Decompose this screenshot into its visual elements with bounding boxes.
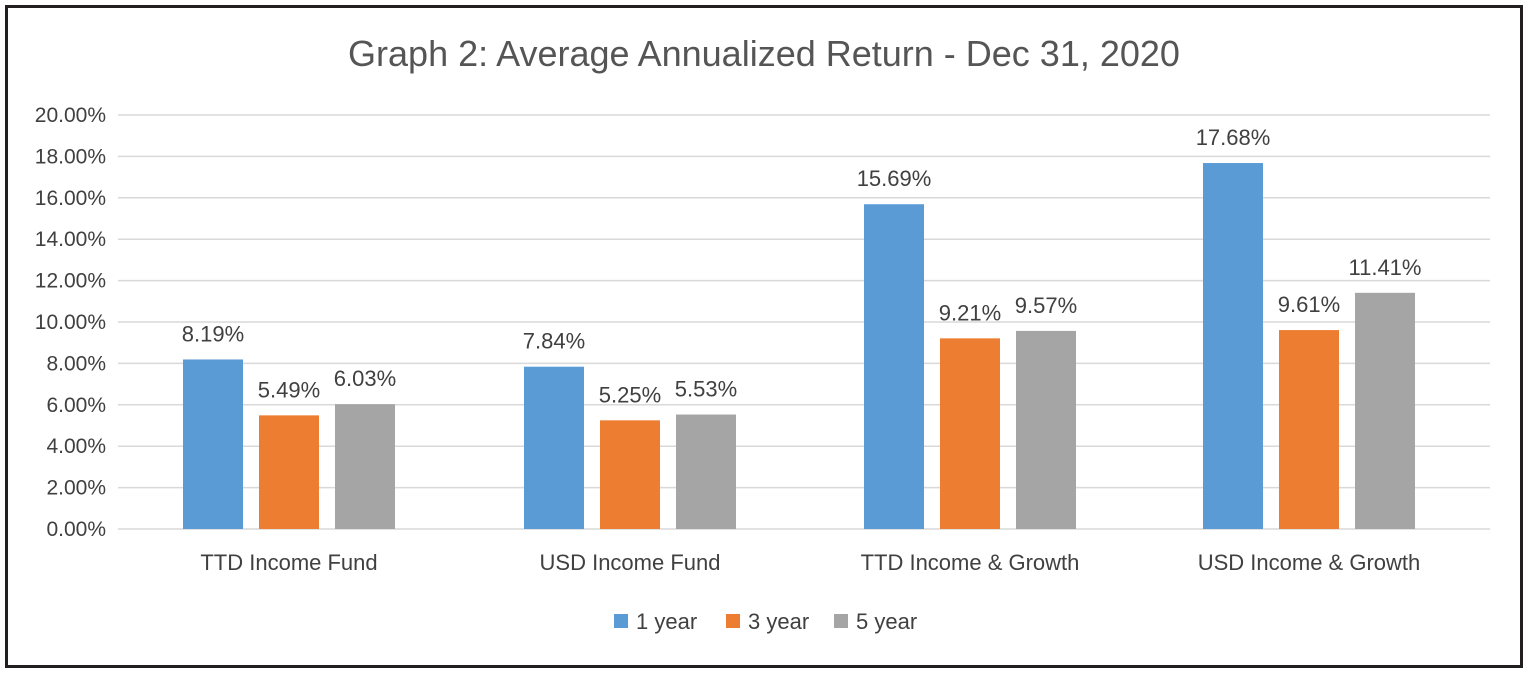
data-label: 11.41% <box>1349 255 1422 280</box>
bar-1-year-1 <box>183 359 243 529</box>
bar-1-year-3 <box>864 204 924 530</box>
bar-5-year-3 <box>1016 330 1076 529</box>
data-labels: 8.19% 7.84% 15.69% 17.68% 5.49% 5.25% 9.21% 9.6… <box>182 125 1422 407</box>
category-label: USD Income Fund <box>540 550 721 575</box>
chart-title: Graph 2: Average Annualized Return - Dec… <box>348 33 1180 74</box>
y-tick-label: 12.00% <box>35 270 106 293</box>
legend-label: 5 year <box>856 609 917 634</box>
data-label: 9.61% <box>1278 292 1340 317</box>
legend-item-3-year: 3 year <box>726 609 809 634</box>
category-label: TTD Income Fund <box>200 550 377 575</box>
bar-3-year-4 <box>1279 330 1339 529</box>
legend-label: 3 year <box>748 609 809 634</box>
y-tick-label: 2.00% <box>46 477 106 500</box>
bar-3-year-2 <box>600 420 660 529</box>
bar-3-year-1 <box>259 415 319 529</box>
data-label: 17.68% <box>1196 125 1271 150</box>
y-tick-label: 14.00% <box>35 228 106 251</box>
y-tick-label: 4.00% <box>46 435 106 458</box>
y-tick-label: 10.00% <box>35 311 106 334</box>
data-label: 5.49% <box>258 377 320 402</box>
chart-frame: Graph 2: Average Annualized Return - Dec… <box>5 5 1523 668</box>
bar-5-year-4 <box>1355 292 1415 529</box>
bar-3-year-3 <box>940 338 1000 529</box>
bar-1-year-2 <box>524 366 584 529</box>
legend-label: 1 year <box>636 609 697 634</box>
data-label: 15.69% <box>857 166 932 191</box>
category-label: USD Income & Growth <box>1198 550 1421 575</box>
data-label: 9.21% <box>939 300 1001 325</box>
data-label: 7.84% <box>523 329 585 354</box>
bars <box>183 163 1415 530</box>
data-label: 5.25% <box>599 382 661 407</box>
legend-swatch <box>726 614 740 628</box>
bar-chart: Graph 2: Average Annualized Return - Dec… <box>35 33 1490 634</box>
data-label: 8.19% <box>182 321 244 346</box>
y-tick-label: 8.00% <box>46 352 106 375</box>
bar-5-year-2 <box>676 414 736 529</box>
bar-1-year-4 <box>1203 163 1263 530</box>
y-axis-tick-labels: 0.00% 2.00% 4.00% 6.00% 8.00% 10.00% 12.00% 14.… <box>35 104 106 541</box>
y-tick-label: 6.00% <box>46 394 106 417</box>
x-axis-category-labels: TTD Income Fund USD Income Fund TTD Income… <box>200 550 1420 575</box>
legend-item-1-year: 1 year <box>614 609 697 634</box>
y-tick-label: 0.00% <box>46 518 106 541</box>
legend-item-5-year: 5 year <box>834 609 917 634</box>
bar-5-year-1 <box>335 404 395 529</box>
y-tick-label: 20.00% <box>35 104 106 127</box>
legend-swatch <box>614 614 628 628</box>
data-label: 6.03% <box>334 366 396 391</box>
legend-swatch <box>834 614 848 628</box>
category-label: TTD Income & Growth <box>861 550 1080 575</box>
legend: 1 year 3 year 5 year <box>614 609 917 634</box>
y-tick-label: 16.00% <box>35 187 106 210</box>
data-label: 9.57% <box>1015 293 1077 318</box>
y-tick-label: 18.00% <box>35 145 106 168</box>
data-label: 5.53% <box>675 377 737 402</box>
